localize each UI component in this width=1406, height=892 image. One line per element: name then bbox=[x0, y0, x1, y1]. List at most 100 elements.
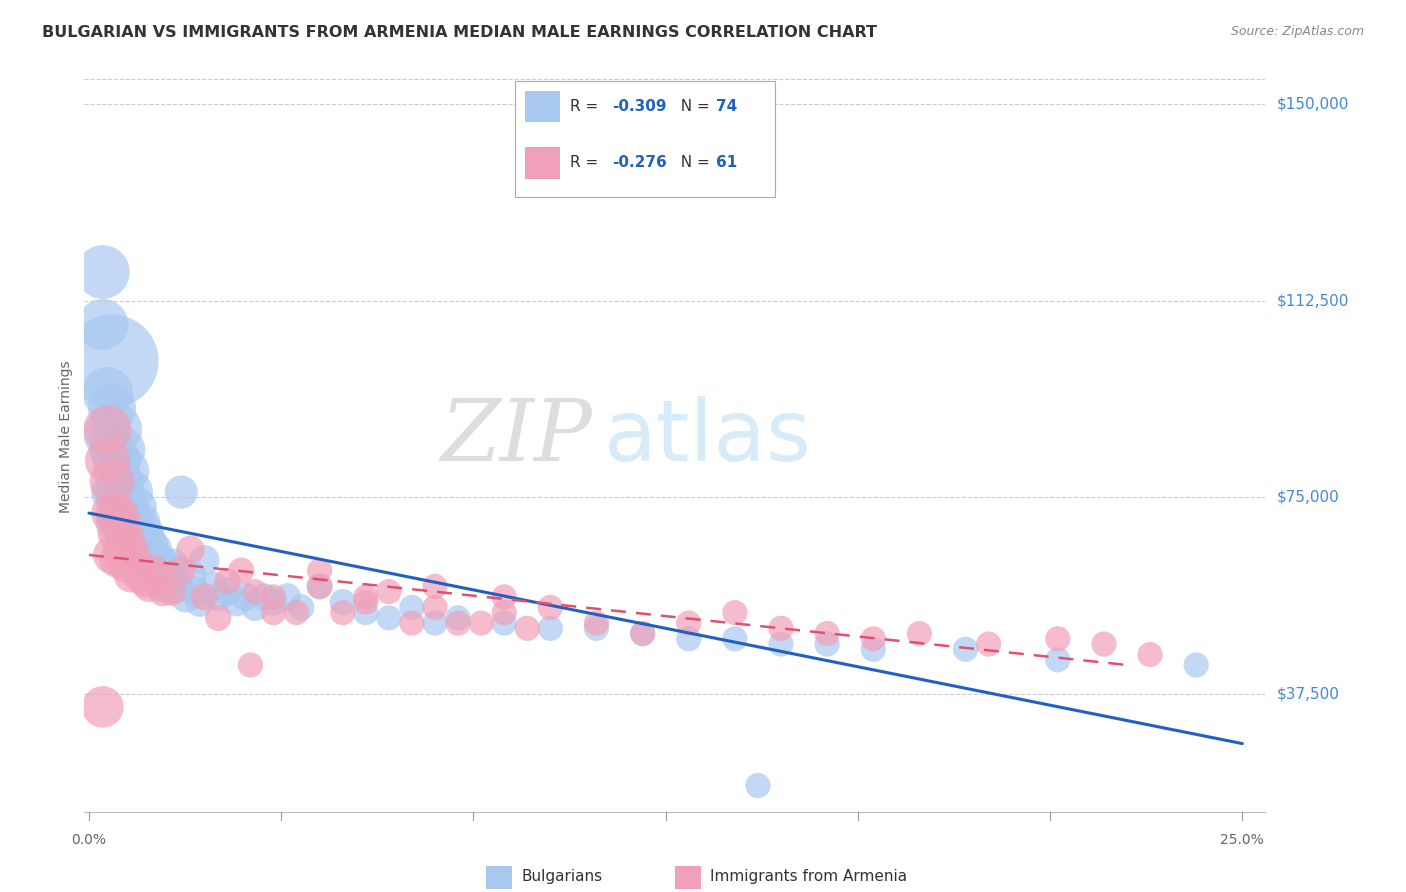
Point bbox=[815, 637, 838, 651]
Point bbox=[202, 579, 225, 593]
Point bbox=[494, 606, 516, 620]
Point bbox=[243, 600, 266, 615]
Point bbox=[134, 527, 156, 541]
Point bbox=[678, 632, 700, 646]
Point bbox=[184, 584, 207, 599]
Point bbox=[1185, 658, 1208, 673]
Point bbox=[585, 616, 607, 631]
Point bbox=[977, 637, 1000, 651]
Point bbox=[138, 537, 160, 551]
Point bbox=[538, 600, 561, 615]
Point bbox=[423, 600, 446, 615]
Point bbox=[166, 579, 188, 593]
Text: $150,000: $150,000 bbox=[1277, 97, 1348, 112]
Point bbox=[332, 606, 354, 620]
Point bbox=[148, 569, 170, 583]
Point bbox=[110, 475, 132, 489]
Text: -0.309: -0.309 bbox=[612, 99, 666, 114]
Point bbox=[105, 553, 128, 567]
Y-axis label: Median Male Earnings: Median Male Earnings bbox=[59, 360, 73, 514]
Text: N =: N = bbox=[671, 155, 716, 170]
Point bbox=[724, 606, 747, 620]
Point bbox=[862, 642, 884, 657]
Text: 25.0%: 25.0% bbox=[1220, 832, 1264, 847]
Point bbox=[447, 611, 470, 625]
Point bbox=[207, 611, 229, 625]
Point bbox=[105, 453, 128, 467]
Point bbox=[152, 579, 174, 593]
Point bbox=[101, 354, 124, 368]
Point bbox=[115, 495, 138, 509]
Point bbox=[101, 485, 124, 500]
Point bbox=[105, 527, 128, 541]
Point bbox=[152, 584, 174, 599]
Text: -0.276: -0.276 bbox=[612, 155, 666, 170]
Point bbox=[101, 401, 124, 416]
Text: BULGARIAN VS IMMIGRANTS FROM ARMENIA MEDIAN MALE EARNINGS CORRELATION CHART: BULGARIAN VS IMMIGRANTS FROM ARMENIA MED… bbox=[42, 25, 877, 40]
Point bbox=[120, 485, 142, 500]
Point bbox=[1046, 653, 1069, 667]
Point bbox=[207, 590, 229, 604]
Point bbox=[276, 590, 298, 604]
Point bbox=[115, 533, 138, 547]
Point bbox=[110, 516, 132, 531]
Point bbox=[308, 579, 330, 593]
Text: 61: 61 bbox=[716, 155, 738, 170]
Point bbox=[308, 579, 330, 593]
Point bbox=[217, 584, 239, 599]
Point bbox=[96, 385, 118, 400]
Point bbox=[401, 600, 423, 615]
Point bbox=[105, 485, 128, 500]
Point bbox=[105, 422, 128, 436]
Point bbox=[243, 584, 266, 599]
Point bbox=[105, 516, 128, 531]
Point bbox=[124, 500, 146, 515]
Point bbox=[585, 621, 607, 635]
Point bbox=[290, 600, 312, 615]
Point bbox=[354, 606, 377, 620]
Point bbox=[142, 564, 165, 578]
Point bbox=[423, 579, 446, 593]
Point bbox=[862, 632, 884, 646]
Point bbox=[101, 548, 124, 562]
Point bbox=[239, 658, 262, 673]
FancyBboxPatch shape bbox=[516, 81, 775, 197]
Text: atlas: atlas bbox=[605, 395, 813, 479]
Point bbox=[110, 506, 132, 520]
Text: Immigrants from Armenia: Immigrants from Armenia bbox=[710, 870, 907, 884]
Point bbox=[908, 626, 931, 640]
FancyBboxPatch shape bbox=[524, 147, 561, 178]
Point bbox=[152, 558, 174, 573]
Point bbox=[747, 779, 769, 793]
Point bbox=[401, 616, 423, 631]
Point bbox=[1092, 637, 1115, 651]
Point bbox=[378, 584, 401, 599]
Point bbox=[447, 616, 470, 631]
FancyBboxPatch shape bbox=[675, 866, 700, 889]
Text: 74: 74 bbox=[716, 99, 738, 114]
Point bbox=[115, 558, 138, 573]
Point bbox=[148, 574, 170, 589]
Text: R =: R = bbox=[569, 99, 603, 114]
Point bbox=[494, 590, 516, 604]
Point bbox=[134, 574, 156, 589]
Point bbox=[110, 443, 132, 458]
Point bbox=[160, 558, 183, 573]
Point bbox=[160, 584, 183, 599]
Point bbox=[1139, 648, 1161, 662]
FancyBboxPatch shape bbox=[486, 866, 512, 889]
Text: Source: ZipAtlas.com: Source: ZipAtlas.com bbox=[1230, 25, 1364, 38]
Text: R =: R = bbox=[569, 155, 603, 170]
Point bbox=[253, 590, 276, 604]
Point bbox=[354, 595, 377, 609]
Point bbox=[96, 427, 118, 442]
Point bbox=[378, 611, 401, 625]
Point bbox=[105, 506, 128, 520]
Point bbox=[179, 542, 201, 557]
Text: 0.0%: 0.0% bbox=[72, 832, 107, 847]
Point bbox=[263, 595, 285, 609]
Point bbox=[96, 453, 118, 467]
Point bbox=[538, 621, 561, 635]
Point bbox=[101, 506, 124, 520]
Point bbox=[174, 590, 197, 604]
